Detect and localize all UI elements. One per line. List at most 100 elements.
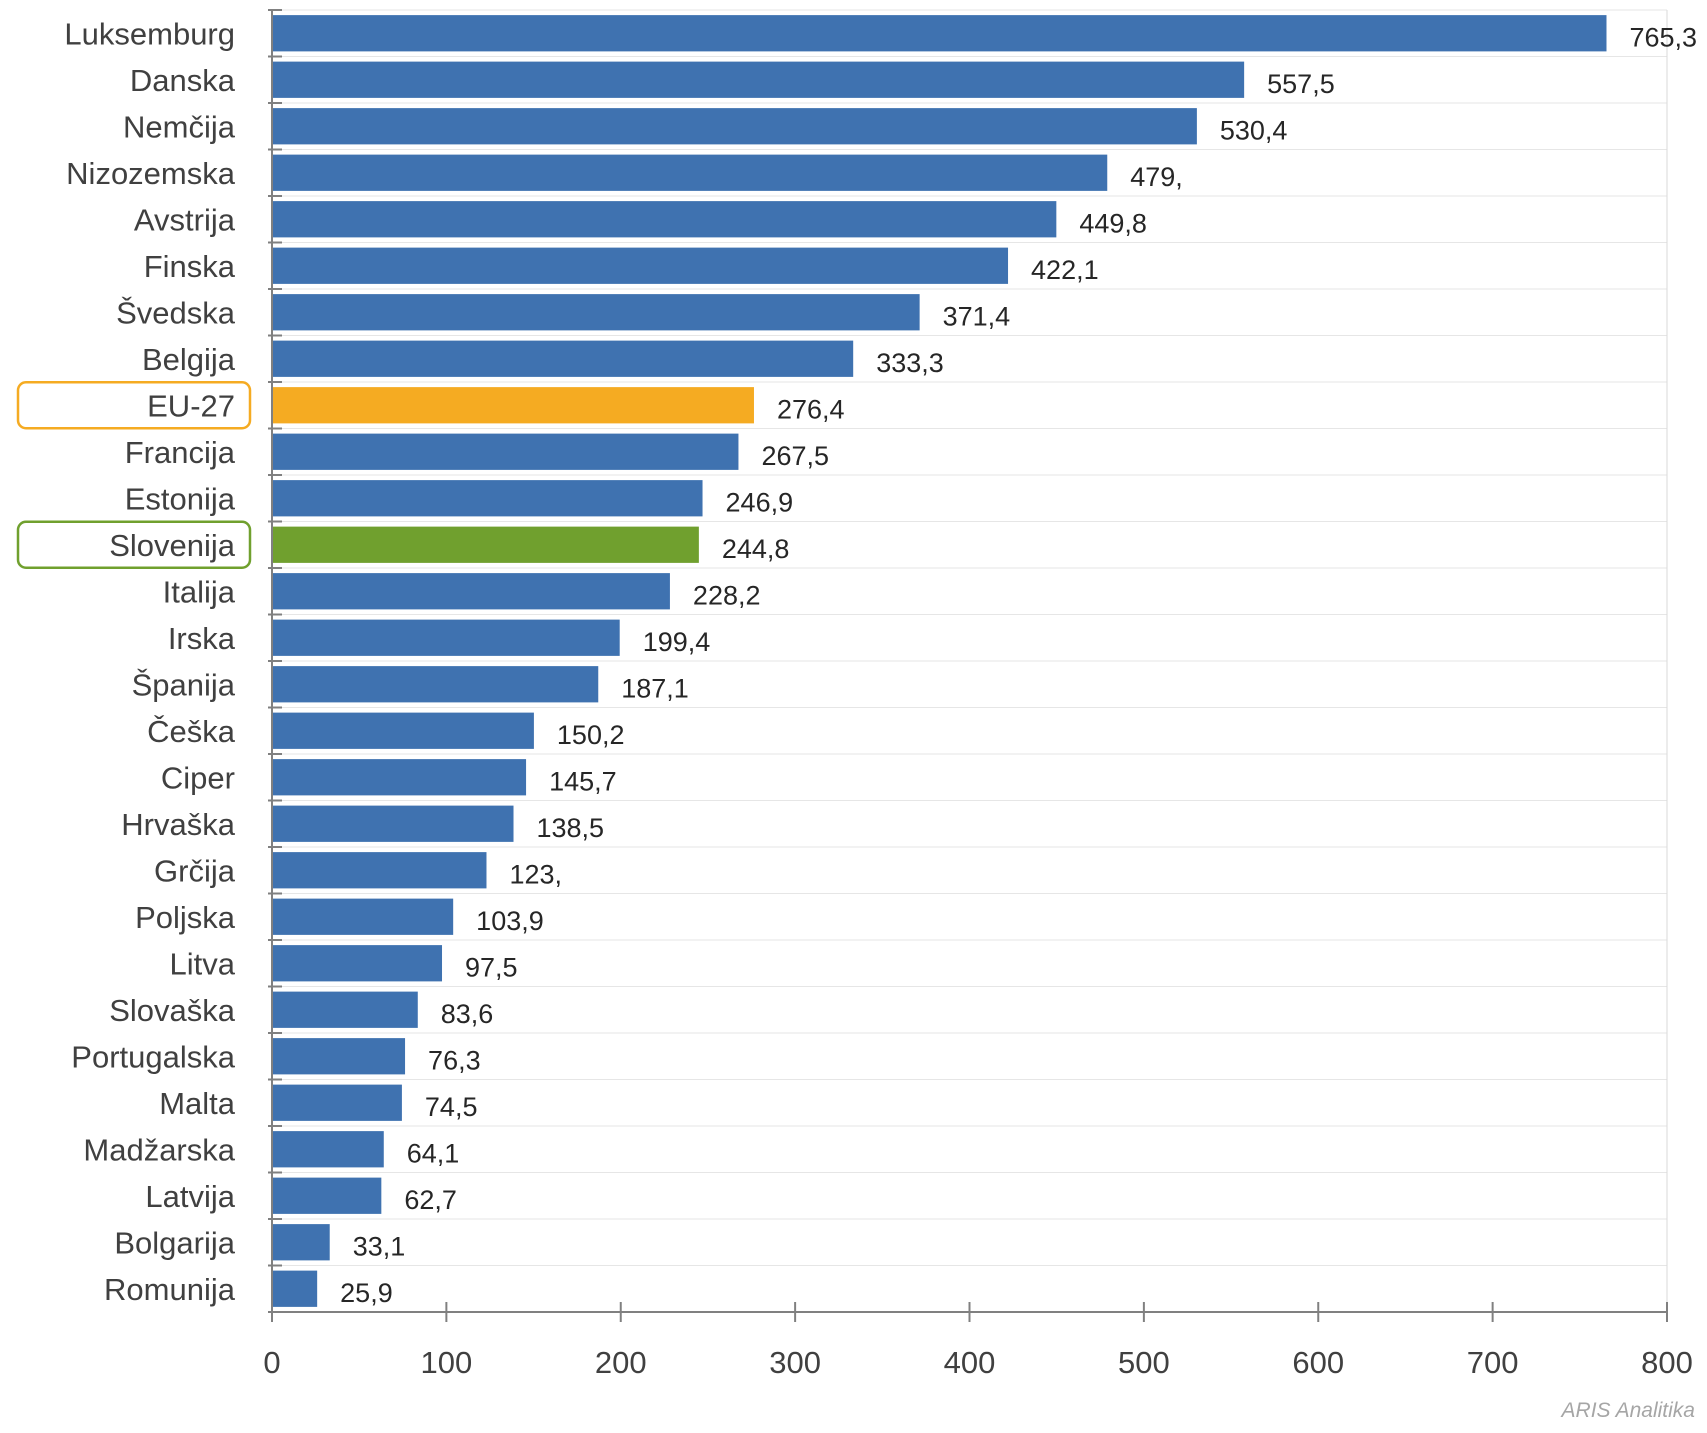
category-label: Slovenija xyxy=(109,528,236,563)
bar-16 xyxy=(272,759,527,796)
bar-2 xyxy=(272,108,1197,145)
bar-5 xyxy=(272,247,1009,284)
bar-10 xyxy=(272,480,703,517)
x-tick-label: 500 xyxy=(1118,1345,1170,1380)
value-label: 267,5 xyxy=(761,441,829,471)
category-label: Francija xyxy=(125,435,236,470)
x-axis-ticks: 0 100 200 300 400 500 600 700 800 xyxy=(263,1302,1693,1380)
category-label: Nemčija xyxy=(123,109,236,144)
value-label: 228,2 xyxy=(693,580,761,610)
category-label: Avstrija xyxy=(134,202,236,237)
bar-23 xyxy=(272,1084,402,1121)
highlight-box-eu-27 xyxy=(16,381,252,430)
value-label: 479, xyxy=(1130,162,1183,192)
category-label: Latvija xyxy=(145,1179,235,1214)
category-label: Grčija xyxy=(154,853,236,888)
category-label: Slovaška xyxy=(109,993,236,1028)
category-label: Irska xyxy=(168,621,236,656)
value-label: 62,7 xyxy=(404,1185,457,1215)
bar-22 xyxy=(272,1038,406,1075)
value-label: 449,8 xyxy=(1079,208,1147,238)
category-label: Ciper xyxy=(161,760,235,795)
bar-19 xyxy=(272,898,454,935)
highlight-boxes xyxy=(16,381,252,569)
bar-6 xyxy=(272,294,920,331)
watermark: ARIS Analitika xyxy=(1561,1399,1695,1422)
category-label: Litva xyxy=(170,946,236,981)
value-label: 145,7 xyxy=(549,766,617,796)
bar-1 xyxy=(272,61,1245,98)
category-label: Češka xyxy=(147,714,236,749)
category-label: Portugalska xyxy=(71,1039,235,1074)
category-label: Malta xyxy=(159,1086,236,1121)
category-label: Poljska xyxy=(135,900,236,935)
value-label: 244,8 xyxy=(722,534,790,564)
category-label: Finska xyxy=(144,249,236,284)
bar-24 xyxy=(272,1131,384,1168)
bar-17 xyxy=(272,805,514,842)
category-labels: Luksemburg Danska Nemčija Nizozemska Avstrij… xyxy=(64,16,235,1307)
bar-14 xyxy=(272,666,599,703)
x-tick-label: 0 xyxy=(263,1345,280,1380)
bar-7 xyxy=(272,340,854,377)
category-label: Danska xyxy=(130,63,236,98)
value-label: 422,1 xyxy=(1031,255,1099,285)
bar-26 xyxy=(272,1224,330,1261)
x-tick-label: 200 xyxy=(595,1345,647,1380)
category-label: Madžarska xyxy=(83,1132,235,1167)
bar-8 xyxy=(272,387,754,424)
value-label: 33,1 xyxy=(353,1231,406,1261)
category-label: Romunija xyxy=(104,1272,236,1307)
value-label: 83,6 xyxy=(441,999,494,1029)
value-label: 76,3 xyxy=(428,1045,481,1075)
value-label: 25,9 xyxy=(340,1278,393,1308)
value-label: 97,5 xyxy=(465,952,518,982)
bar-20 xyxy=(272,945,443,982)
bar-27 xyxy=(272,1270,318,1307)
bar-21 xyxy=(272,991,418,1028)
bar-25 xyxy=(272,1177,382,1214)
category-label: Španija xyxy=(132,667,236,702)
category-label: Nizozemska xyxy=(66,156,236,191)
bar-15 xyxy=(272,712,534,749)
category-label: Estonija xyxy=(125,481,236,516)
category-label: Hrvaška xyxy=(121,807,235,842)
bar-12 xyxy=(272,573,670,610)
value-label: 123, xyxy=(509,859,562,889)
x-tick-label: 100 xyxy=(421,1345,473,1380)
value-label: 150,2 xyxy=(557,720,625,750)
bar-9 xyxy=(272,433,739,470)
category-label: Švedska xyxy=(116,295,236,330)
value-label: 199,4 xyxy=(643,627,711,657)
x-tick-label: 300 xyxy=(769,1345,821,1380)
value-label: 765,3 xyxy=(1629,22,1697,52)
bar-0 xyxy=(272,15,1607,52)
category-label: Bolgarija xyxy=(114,1225,235,1260)
value-label: 530,4 xyxy=(1220,115,1288,145)
x-tick-label: 700 xyxy=(1467,1345,1519,1380)
category-label: Belgija xyxy=(142,342,236,377)
bar-13 xyxy=(272,619,620,656)
bar-11 xyxy=(272,526,699,563)
x-tick-label: 400 xyxy=(944,1345,996,1380)
x-tick-label: 600 xyxy=(1292,1345,1344,1380)
value-label: 74,5 xyxy=(425,1092,478,1122)
category-label: Luksemburg xyxy=(64,16,235,51)
value-label: 371,4 xyxy=(943,301,1011,331)
value-label: 557,5 xyxy=(1267,69,1335,99)
value-label: 138,5 xyxy=(537,813,605,843)
x-tick-label: 800 xyxy=(1641,1345,1693,1380)
bar-4 xyxy=(272,201,1057,238)
value-label: 64,1 xyxy=(407,1138,460,1168)
bar-18 xyxy=(272,852,487,889)
bar-3 xyxy=(272,154,1108,191)
value-labels: 765,3 557,5 530,4 479, 449,8 422,1 371,4 333,3 2… xyxy=(340,22,1697,1308)
highlight-box-slovenija xyxy=(16,520,252,569)
value-label: 333,3 xyxy=(876,348,944,378)
category-label: EU-27 xyxy=(147,388,235,423)
value-label: 276,4 xyxy=(777,394,845,424)
bars xyxy=(272,15,1607,1307)
value-label: 246,9 xyxy=(726,487,794,517)
category-label: Italija xyxy=(163,574,236,609)
